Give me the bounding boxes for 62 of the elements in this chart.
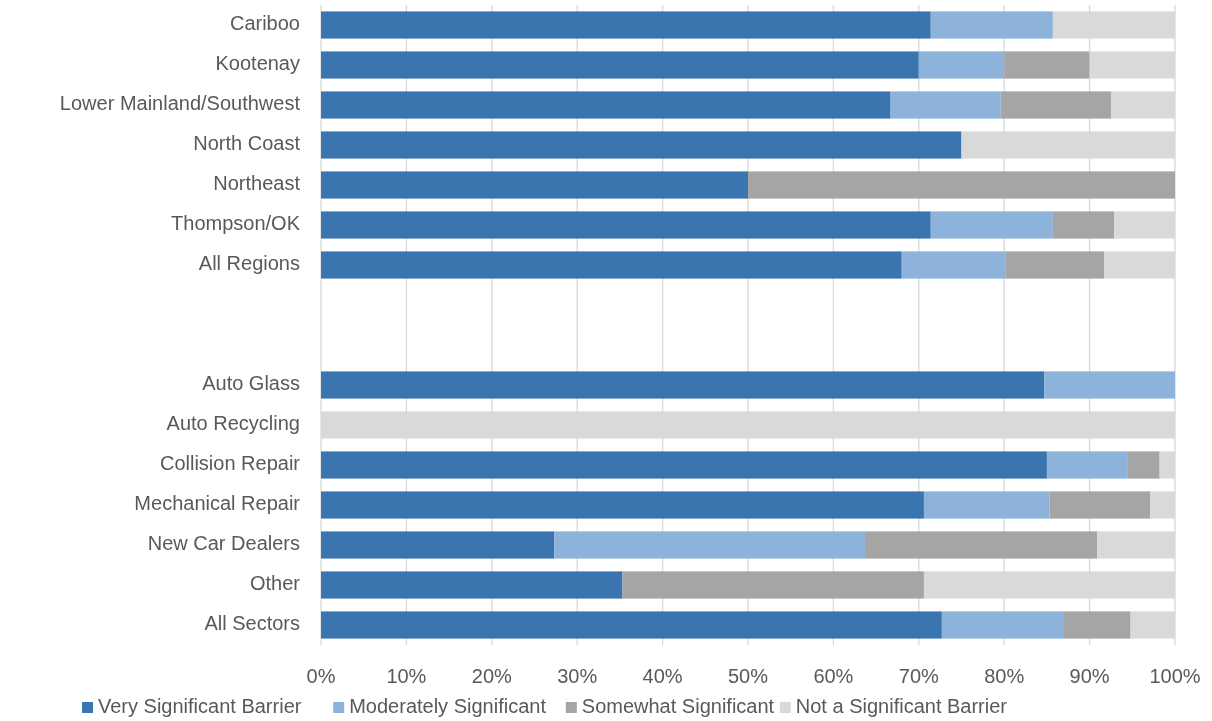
- bar: [321, 91, 891, 119]
- x-tick-label: 90%: [1069, 665, 1110, 688]
- y-tick-label: All Regions: [198, 252, 300, 275]
- bar: [321, 571, 623, 599]
- x-tick-label: 50%: [727, 665, 769, 688]
- bar: [1046, 451, 1128, 479]
- bar: [1000, 91, 1111, 119]
- bar: [930, 11, 1053, 39]
- bar: [321, 11, 931, 39]
- y-tick-label: Northeast: [213, 172, 301, 195]
- bar: [321, 611, 942, 639]
- bar: [1044, 371, 1175, 399]
- x-tick-label: 0%: [306, 665, 336, 688]
- bar: [1005, 251, 1105, 279]
- bar: [1049, 491, 1151, 519]
- y-tick-label: Auto Recycling: [166, 412, 300, 435]
- bar: [321, 451, 1047, 479]
- y-tick-label: Auto Glass: [202, 372, 300, 395]
- y-tick-label: Cariboo: [229, 12, 300, 35]
- bar: [918, 51, 1005, 79]
- bar: [941, 611, 1064, 639]
- legend-label: Not a Significant Barrier: [795, 695, 1008, 718]
- legend-label: Very Significant Barrier: [98, 695, 302, 718]
- bar: [865, 531, 1098, 559]
- bar: [321, 131, 962, 159]
- x-tick-label: 30%: [557, 665, 598, 688]
- legend-label: Moderately Significant: [349, 695, 547, 718]
- y-tick-label: Lower Mainland/Southwest: [59, 92, 301, 115]
- bar: [901, 251, 1006, 279]
- bar: [554, 531, 865, 559]
- x-tick-label: 40%: [642, 665, 683, 688]
- x-tick-label: 70%: [898, 665, 940, 688]
- bar: [890, 91, 1001, 119]
- bar: [923, 491, 1050, 519]
- bar: [930, 211, 1053, 239]
- bar: [321, 491, 924, 519]
- x-tick-label: 80%: [984, 665, 1025, 688]
- bar: [1063, 611, 1131, 639]
- y-tick-label: Mechanical Repair: [134, 492, 301, 515]
- y-tick-label: Collision Repair: [159, 452, 301, 475]
- x-tick-label: 20%: [471, 665, 513, 688]
- x-tick-label: 100%: [1149, 665, 1201, 688]
- bar: [321, 171, 748, 199]
- y-tick-label: Other: [249, 572, 301, 595]
- bar: [748, 171, 1175, 199]
- y-tick-label: Thompson/OK: [171, 212, 301, 235]
- bar: [321, 371, 1045, 399]
- y-tick-label: All Sectors: [204, 612, 300, 635]
- bar: [1052, 211, 1115, 239]
- bar: [321, 251, 902, 279]
- y-tick-label: New Car Dealers: [147, 532, 300, 555]
- y-tick-label: North Coast: [193, 132, 301, 155]
- bar: [321, 531, 555, 559]
- legend-label: Somewhat Significant: [581, 695, 775, 718]
- bar: [1004, 51, 1090, 79]
- x-tick-label: 60%: [813, 665, 854, 688]
- bar: [622, 571, 924, 599]
- bar: [321, 51, 919, 79]
- bar: [321, 211, 931, 239]
- y-tick-label: Kootenay: [215, 52, 300, 75]
- bar: [1127, 451, 1160, 479]
- x-tick-label: 10%: [386, 665, 427, 688]
